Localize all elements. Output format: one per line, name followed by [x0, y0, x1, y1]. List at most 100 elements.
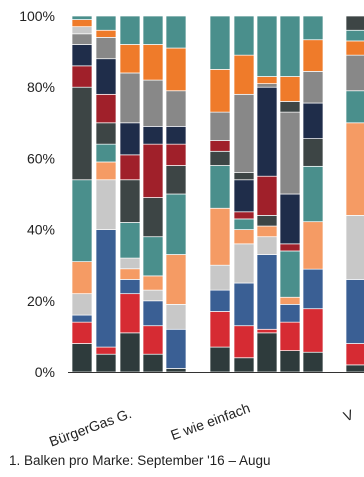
- bar-segment: [302, 308, 324, 353]
- bar-segment: [95, 179, 117, 230]
- bar-segment: [345, 122, 364, 216]
- bar-segment: [233, 357, 255, 373]
- footnote: 1. Balken pro Marke: September '16 – Aug…: [9, 453, 271, 468]
- y-axis: 0% 20% 40% 60% 80% 100%: [19, 8, 55, 380]
- bar-segment: [279, 243, 301, 252]
- bar-segment: [279, 350, 301, 373]
- plot-area: [68, 15, 364, 373]
- bar-segment: [119, 44, 141, 74]
- bar-segment: [71, 293, 93, 316]
- bar-segment: [165, 165, 187, 195]
- bar-segment: [119, 293, 141, 334]
- bar-segment: [71, 86, 93, 181]
- bar-segment: [279, 321, 301, 351]
- bar-segment: [95, 93, 117, 124]
- bar-segment: [279, 304, 301, 323]
- bar-segment: [233, 54, 255, 95]
- bar-segment: [279, 101, 301, 113]
- bar-segment: [119, 222, 141, 259]
- bar-segment: [142, 236, 164, 277]
- bar: [345, 15, 364, 373]
- bar-segment: [209, 150, 231, 166]
- bar-segment: [119, 268, 141, 280]
- bar: [71, 15, 93, 373]
- y-tick-label: 100%: [19, 8, 55, 24]
- bar-segment: [279, 15, 301, 77]
- bar-segment: [345, 215, 364, 280]
- bar-segment: [345, 15, 364, 31]
- bar-segment: [256, 225, 278, 238]
- bar-segment: [95, 29, 117, 38]
- bar-segment: [233, 229, 255, 245]
- bar-segment: [142, 126, 164, 145]
- bar-segment: [233, 218, 255, 230]
- bar-segment: [71, 19, 93, 28]
- category-label: E wie einfach: [168, 400, 252, 444]
- bar-segment: [345, 364, 364, 373]
- bar: [233, 15, 255, 373]
- bar-segment: [302, 268, 324, 310]
- y-tick-label: 60%: [27, 150, 55, 166]
- bar-segment: [209, 165, 231, 209]
- bar-segment: [95, 143, 117, 163]
- bar-segment: [119, 179, 141, 223]
- bar-segment: [119, 279, 141, 295]
- bar-segment: [345, 54, 364, 92]
- category-label: V: [341, 406, 356, 424]
- bar-segment: [209, 69, 231, 113]
- bar-segment: [345, 90, 364, 124]
- x-axis-categories: BürgerGas G. E wie einfach V: [47, 400, 356, 450]
- bar-segment: [345, 29, 364, 42]
- bar-segment: [71, 33, 93, 45]
- bar: [119, 15, 141, 373]
- bar: [142, 15, 164, 373]
- bar-segment: [142, 197, 164, 238]
- y-tick-label: 40%: [27, 222, 55, 238]
- bar-segment: [71, 343, 93, 373]
- bar-segment: [119, 257, 141, 270]
- bar-segment: [233, 243, 255, 284]
- bar-segment: [302, 102, 324, 139]
- bar-segment: [256, 76, 278, 84]
- bar-segment: [256, 254, 278, 330]
- bar-segment: [279, 76, 301, 102]
- bar-segment: [233, 15, 255, 56]
- bar-segment: [71, 179, 93, 262]
- y-tick-label: 0%: [35, 364, 55, 380]
- bar-segment: [165, 47, 187, 92]
- bar-segment: [142, 143, 164, 198]
- bar-segment: [165, 126, 187, 145]
- bar-segment: [302, 165, 324, 223]
- bar-segment: [71, 44, 93, 67]
- bar-segment: [233, 93, 255, 173]
- bar-segment: [119, 72, 141, 124]
- bar-segment: [233, 211, 255, 220]
- bar-segment: [256, 236, 278, 255]
- bar-segment: [71, 15, 93, 20]
- bar: [302, 15, 324, 373]
- bar-segment: [95, 161, 117, 181]
- bar-segment: [95, 37, 117, 60]
- bar-segment: [95, 58, 117, 95]
- bar-segment: [256, 83, 278, 88]
- bar-segment: [165, 304, 187, 330]
- bar-segment: [345, 279, 364, 344]
- bar-segment: [345, 343, 364, 366]
- bar-segment: [233, 179, 255, 213]
- bar-segment: [165, 254, 187, 305]
- bar-segment: [256, 332, 278, 373]
- category-label: BürgerGas G.: [47, 405, 134, 450]
- bar-segment: [209, 111, 231, 141]
- bar: [256, 15, 278, 373]
- bar-segment: [71, 26, 93, 35]
- bar-segment: [279, 111, 301, 195]
- bar-segment: [233, 282, 255, 327]
- bar-segment: [279, 250, 301, 298]
- bar-segment: [209, 15, 231, 70]
- bar-segment: [302, 221, 324, 270]
- bar-segment: [302, 15, 324, 41]
- bar-segment: [95, 15, 117, 31]
- bar-segment: [256, 328, 278, 334]
- bar-segment: [256, 15, 278, 77]
- bar-segment: [142, 275, 164, 291]
